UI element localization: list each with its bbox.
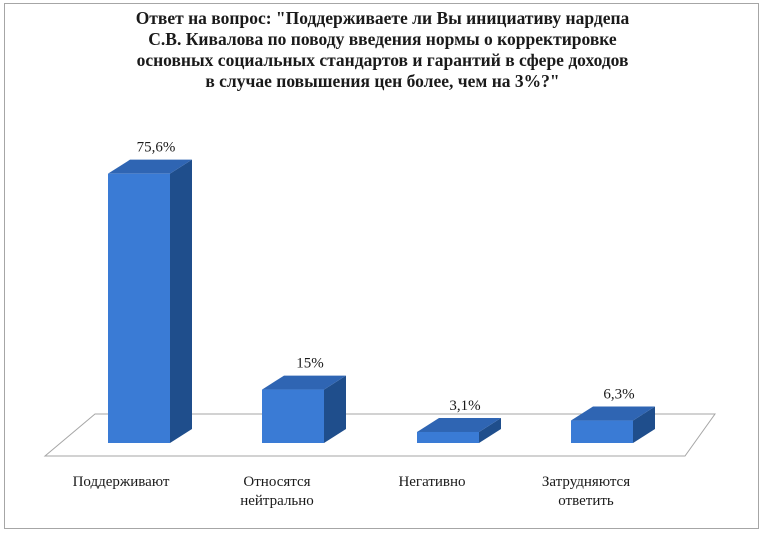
chart-title-line-3: основных социальных стандартов и гаранти… bbox=[136, 50, 629, 70]
bar-side-1 bbox=[170, 159, 192, 444]
bar-side-2 bbox=[324, 375, 346, 443]
category-label-4-line-1: Затрудняются bbox=[542, 474, 630, 490]
bar-top-1 bbox=[108, 159, 192, 174]
category-label-2-line-1: Относятся bbox=[243, 474, 310, 490]
bar-side-3 bbox=[479, 417, 501, 443]
bar-top-3 bbox=[417, 417, 501, 432]
category-label-3: Негативно bbox=[398, 474, 465, 490]
category-label-4-line-2: ответить bbox=[558, 493, 614, 509]
chart-title-line-4: в случае повышения цен более, чем на 3%?… bbox=[205, 71, 560, 91]
data-label-3: 3,1% bbox=[449, 398, 480, 414]
bar-side-4 bbox=[633, 406, 655, 443]
bar-1 bbox=[108, 173, 170, 444]
bar-top-2 bbox=[262, 375, 346, 390]
category-label-1: Поддерживают bbox=[73, 474, 170, 490]
data-label-1: 75,6% bbox=[137, 140, 176, 156]
chart-title-line-2: С.В. Кивалова по поводу введения нормы о… bbox=[148, 29, 617, 49]
chart-title-line-1: Ответ на вопрос: "Поддерживаете ли Вы ин… bbox=[135, 8, 630, 28]
bar-top-4 bbox=[571, 406, 655, 421]
category-label-2-line-2: нейтрально bbox=[240, 493, 314, 509]
bar-2 bbox=[262, 389, 324, 443]
bar-4 bbox=[571, 420, 633, 443]
data-label-2: 15% bbox=[296, 356, 324, 372]
data-label-4: 6,3% bbox=[603, 387, 634, 403]
chart-title: Ответ на вопрос: "Поддерживаете ли Вы ин… bbox=[40, 8, 725, 92]
bar-3 bbox=[417, 431, 479, 443]
chart-floor bbox=[43, 413, 716, 457]
